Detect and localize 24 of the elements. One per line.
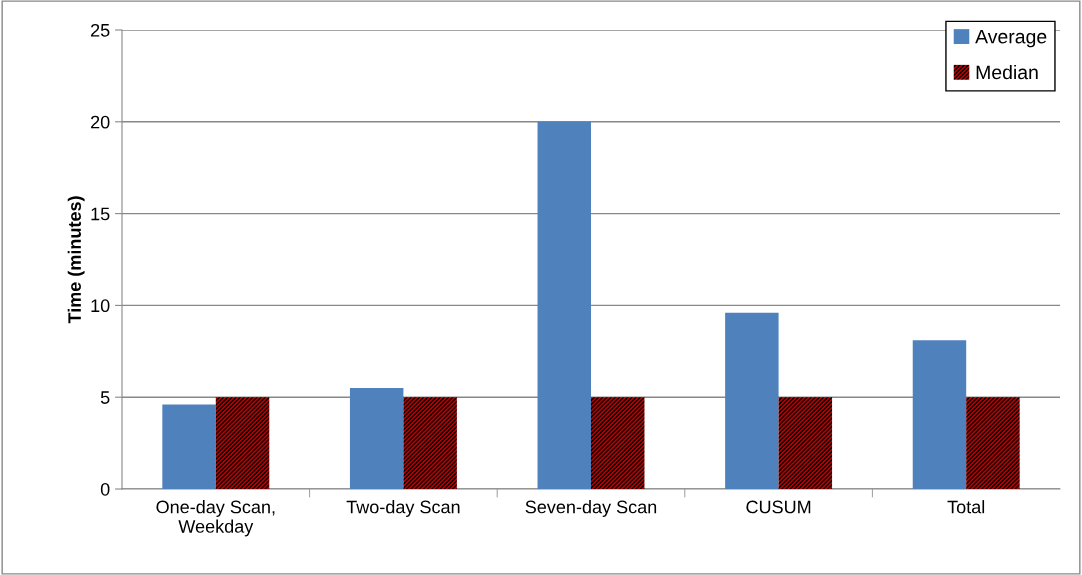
y-tick-label: 20 <box>91 115 110 129</box>
bar <box>162 404 216 489</box>
bar <box>725 312 779 489</box>
bar <box>349 388 404 489</box>
y-tick-label: 0 <box>100 482 110 496</box>
x-tick-label: Two-day Scan <box>346 500 460 517</box>
legend-label: Median <box>976 64 1038 80</box>
x-tick-label: Total <box>947 500 985 514</box>
bar <box>215 397 270 489</box>
bar <box>966 397 1020 489</box>
y-axis-title: Time (minutes) <box>67 196 85 324</box>
y-tick-label: 25 <box>91 23 110 37</box>
bar <box>591 397 645 489</box>
x-tick-label: Seven-day Scan <box>525 500 657 517</box>
bar <box>778 397 833 489</box>
bar <box>403 397 457 489</box>
y-tick-label: 15 <box>91 207 110 221</box>
bar <box>537 121 591 489</box>
y-tick-label: 5 <box>100 391 110 404</box>
x-tick-label: One-day Scan, Weekday <box>156 500 275 537</box>
bar <box>912 340 967 489</box>
legend-label: Average <box>975 29 1047 48</box>
x-tick-label: CUSUM <box>746 500 811 514</box>
y-tick-label: 10 <box>91 299 110 313</box>
